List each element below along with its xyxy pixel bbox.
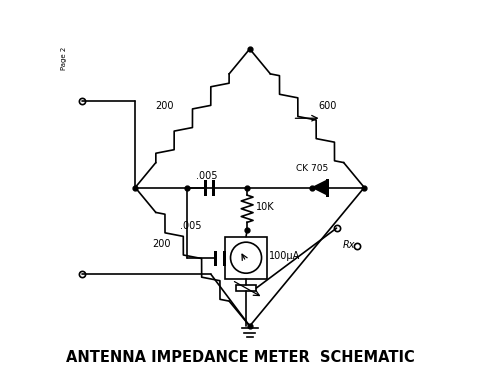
- Text: 200: 200: [152, 238, 170, 249]
- Text: 600: 600: [317, 101, 336, 111]
- Text: 100μA: 100μA: [269, 251, 300, 261]
- Text: CK 705: CK 705: [296, 164, 328, 173]
- Text: ANTENNA IMPEDANCE METER  SCHEMATIC: ANTENNA IMPEDANCE METER SCHEMATIC: [66, 350, 414, 365]
- Bar: [235, 285, 256, 291]
- Text: .005: .005: [180, 221, 201, 231]
- Polygon shape: [312, 180, 326, 195]
- Text: Rx: Rx: [343, 240, 355, 250]
- Text: .005: .005: [196, 171, 217, 182]
- Text: 200: 200: [155, 101, 174, 111]
- Bar: [225, 237, 266, 279]
- Text: 10K: 10K: [256, 202, 275, 212]
- Text: Page 2: Page 2: [61, 47, 67, 70]
